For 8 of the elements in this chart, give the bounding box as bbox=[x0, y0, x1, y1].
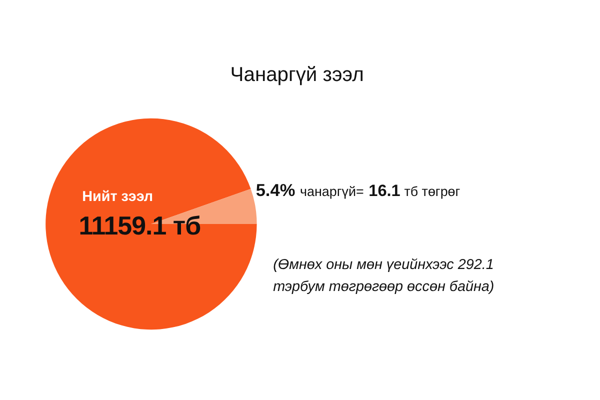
text: 16.1 тб төгрөг bbox=[368, 182, 460, 200]
text: 11159.1 тб bbox=[78, 212, 201, 241]
chart-title: Чанаргүй зээл bbox=[230, 64, 364, 86]
slice-label: чанаргүй= bbox=[300, 184, 364, 200]
pie-slice bbox=[46, 118, 257, 330]
slice-label: Нийт зээл bbox=[82, 188, 154, 205]
data-label: 5.4% bbox=[256, 180, 296, 200]
text: (Өмнөх оны мөн үеийнхээс 292.1 тэрбум төгрөгөөр өссөн байна) bbox=[273, 257, 494, 296]
